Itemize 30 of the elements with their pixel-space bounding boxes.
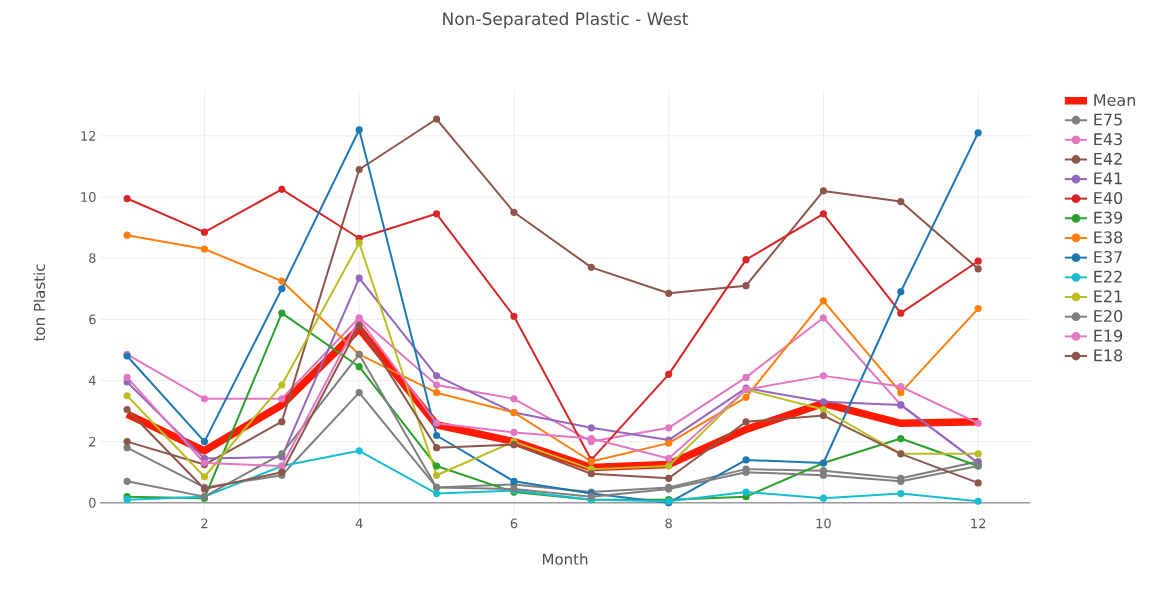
legend-label: E38 (1094, 231, 1123, 244)
legend-label: E21 (1094, 290, 1122, 303)
legend-label: E20 (1094, 309, 1123, 323)
y-tick-label: 12 (81, 131, 96, 141)
x-tick-label: 6 (510, 518, 518, 529)
y-tick-label: 2 (89, 436, 96, 447)
legend-label: E40 (1094, 191, 1123, 205)
y-axis-title: ton Plastic (33, 264, 46, 341)
legend-label: E41 (1094, 172, 1122, 185)
y-tick-label: 10 (81, 192, 96, 202)
legend-label: Mean (1094, 94, 1136, 107)
legend-label: E43 (1094, 133, 1122, 146)
x-tick-label: 8 (665, 518, 672, 529)
x-tick-label: 4 (355, 518, 363, 528)
x-tick-label: 10 (816, 518, 831, 529)
legend-label: E42 (1094, 152, 1122, 165)
x-tick-label: 12 (971, 518, 986, 529)
legend-label: E22 (1094, 270, 1122, 283)
legend-label: E19 (1094, 329, 1123, 342)
legend-label: E75 (1094, 113, 1122, 126)
y-tick-label: 0 (89, 497, 96, 508)
y-tick-label: 4 (88, 375, 96, 386)
chart-title: Non-Separated Plastic - West (443, 12, 689, 29)
x-tick-label: 2 (201, 518, 208, 529)
legend-label: E37 (1094, 250, 1122, 264)
y-tick-label: 6 (89, 314, 96, 325)
x-axis-title: Month (542, 553, 588, 565)
y-tick-label: 8 (89, 253, 96, 264)
legend-label: E18 (1094, 349, 1123, 362)
legend-label: E39 (1094, 211, 1123, 224)
